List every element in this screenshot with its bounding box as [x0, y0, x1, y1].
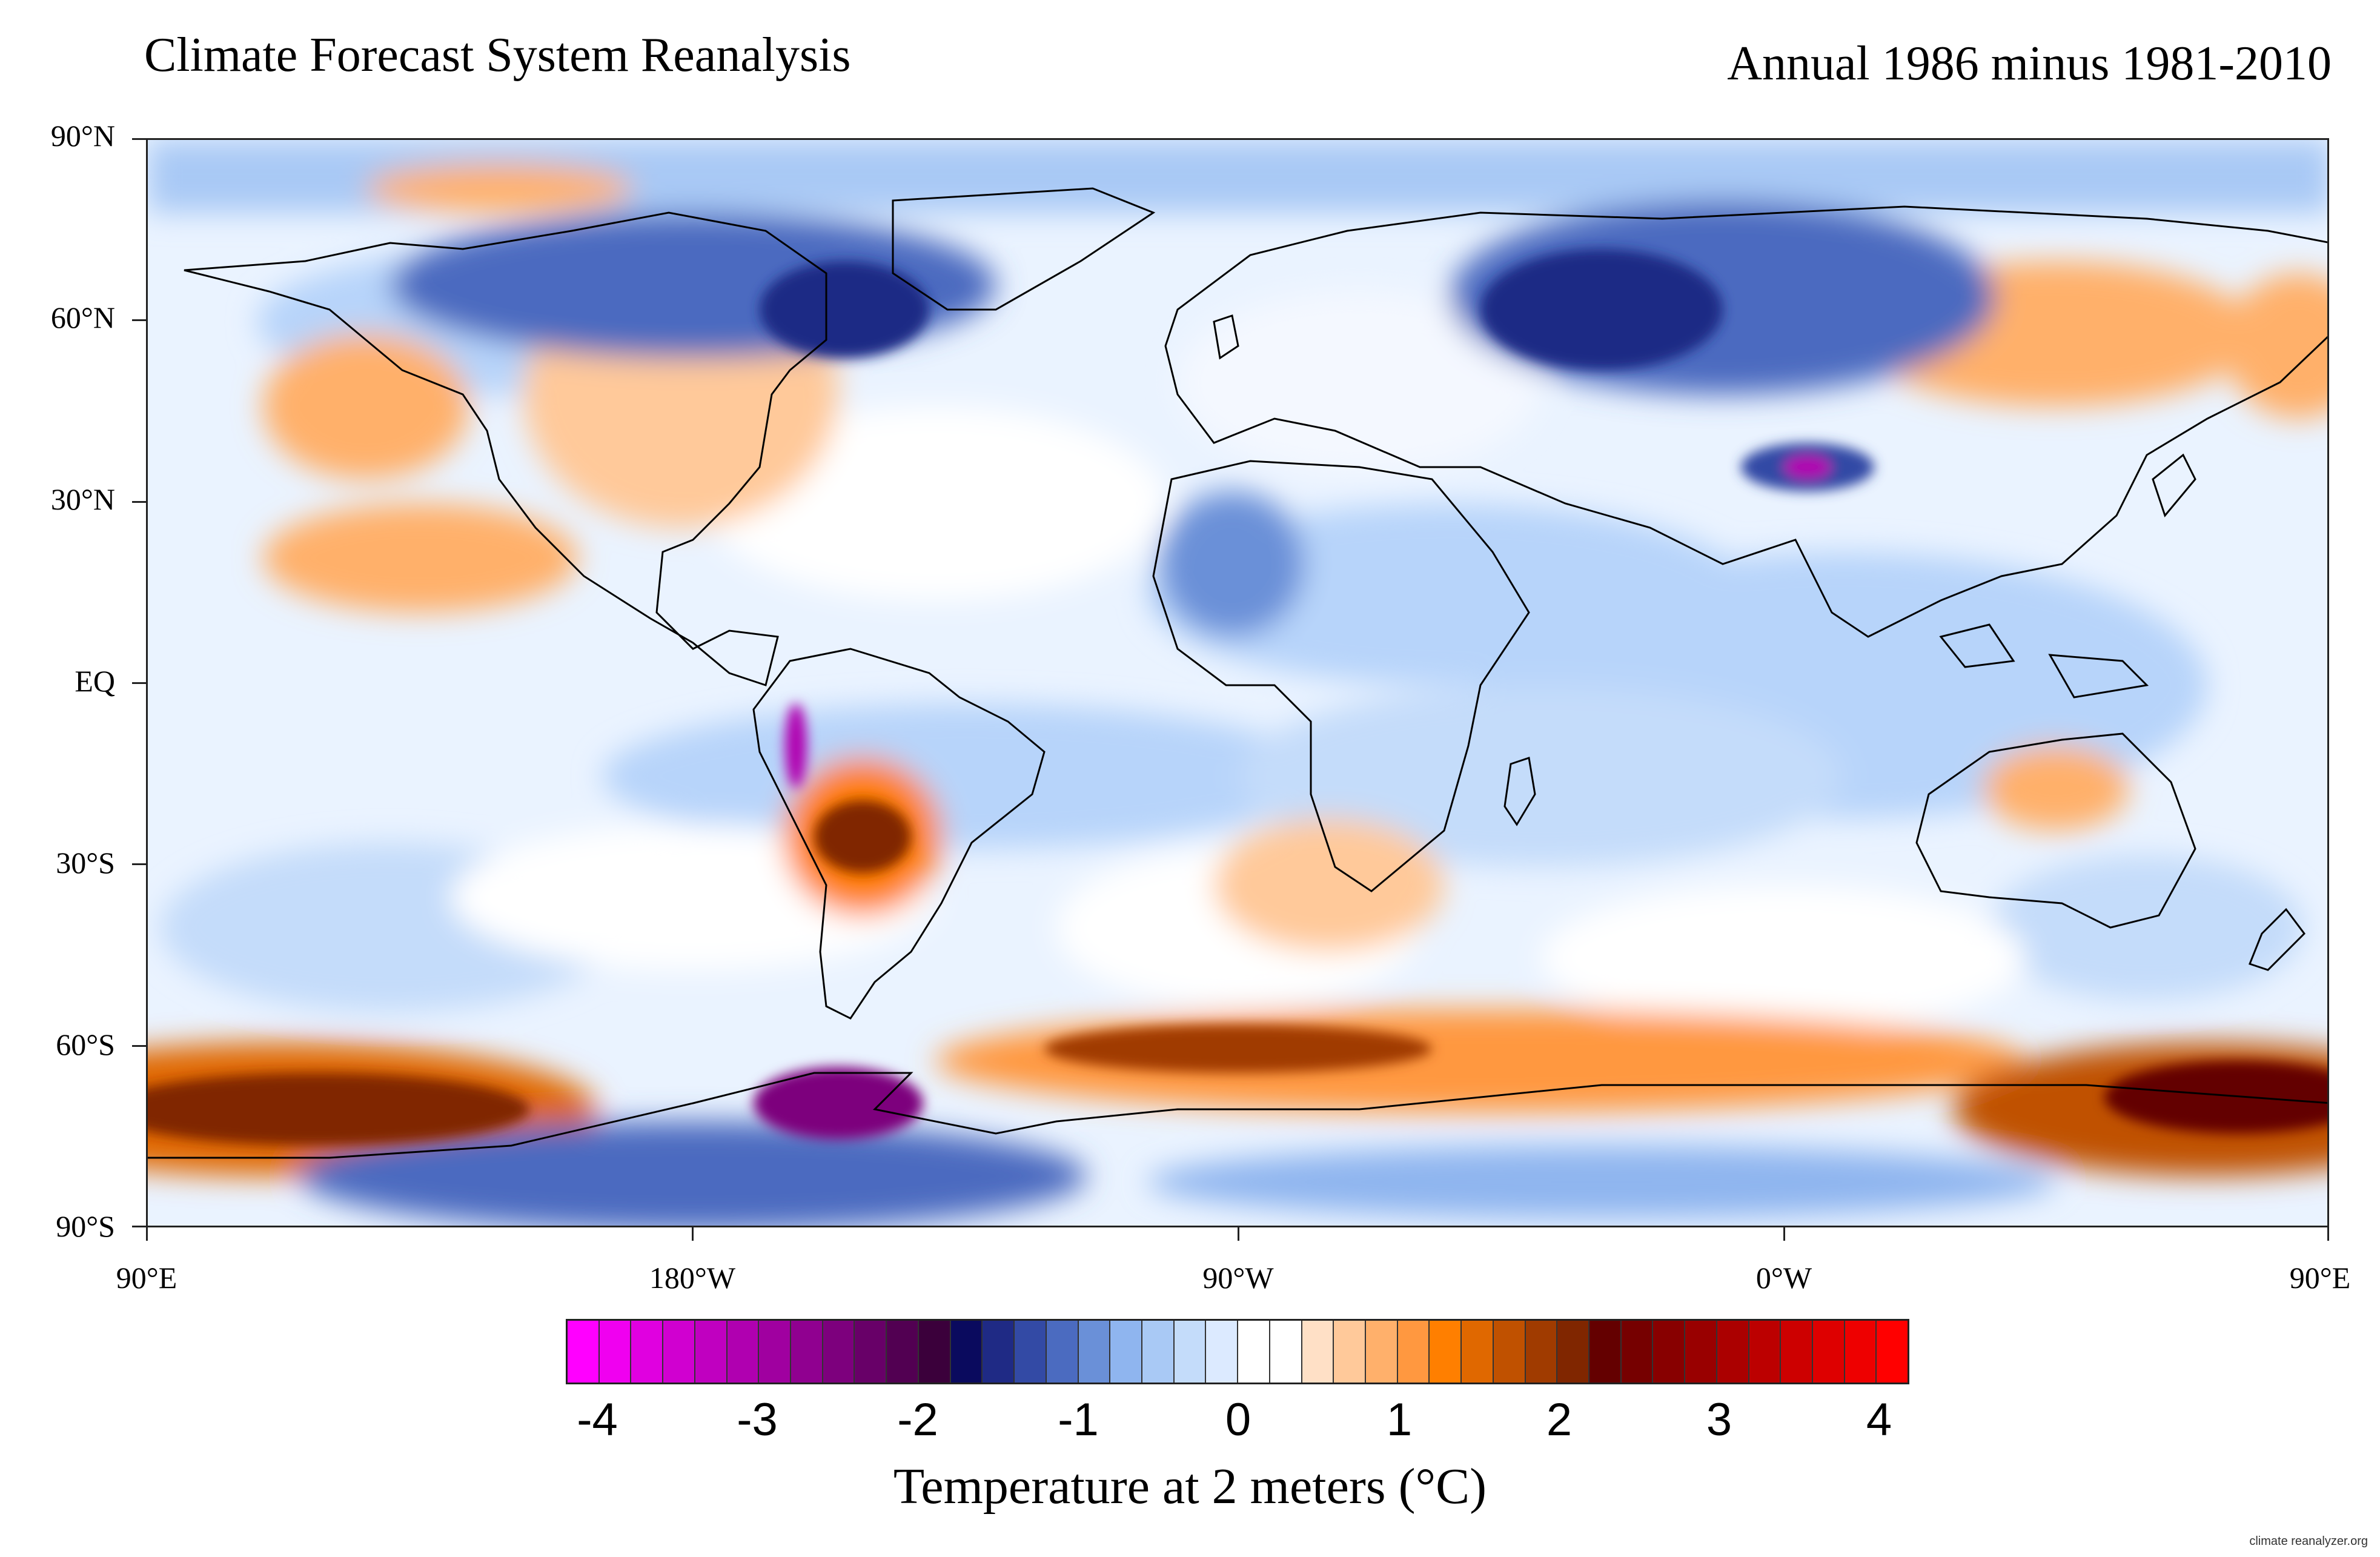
colorbar-tick-label: 3: [1706, 1394, 1732, 1446]
colorbar-swatch: [1397, 1321, 1430, 1383]
colorbar-swatch: [695, 1321, 728, 1383]
colorbar-swatch: [887, 1321, 919, 1383]
lat-tick: [132, 682, 146, 684]
colorbar-swatch: [983, 1321, 1015, 1383]
lon-tick: [1783, 1227, 1785, 1241]
colorbar-title: Temperature at 2 meters (°C): [893, 1458, 1487, 1515]
colorbar-swatch: [1781, 1321, 1814, 1383]
lon-tick: [1238, 1227, 1239, 1241]
colorbar-swatch: [823, 1321, 855, 1383]
colorbar-swatch: [950, 1321, 983, 1383]
lat-tick: [132, 501, 146, 503]
colorbar-swatch: [1365, 1321, 1398, 1383]
colorbar-tick-label: -2: [897, 1394, 938, 1446]
colorbar-tick-label: 0: [1225, 1394, 1251, 1446]
colorbar-swatch: [855, 1321, 887, 1383]
colorbar-swatch: [1749, 1321, 1782, 1383]
colorbar-swatch: [1302, 1321, 1334, 1383]
map-graphic: [148, 140, 2327, 1226]
lat-label-90s: 90°S: [56, 1209, 115, 1243]
lon-label-90w: 90°W: [1202, 1261, 1274, 1295]
colorbar-swatch: [1174, 1321, 1207, 1383]
lat-tick: [132, 138, 146, 140]
colorbar-swatch: [1813, 1321, 1845, 1383]
colorbar-swatch: [1589, 1321, 1622, 1383]
colorbar-swatch: [1015, 1321, 1047, 1383]
colorbar-swatch: [599, 1321, 632, 1383]
colorbar-swatch: [759, 1321, 792, 1383]
colorbar-swatch: [1462, 1321, 1494, 1383]
anomaly-map: [146, 138, 2329, 1227]
colorbar-swatch: [1046, 1321, 1079, 1383]
colorbar-swatch: [727, 1321, 760, 1383]
colorbar-swatch: [1717, 1321, 1749, 1383]
lat-label-90n: 90°N: [50, 119, 115, 153]
colorbar-swatch: [568, 1321, 600, 1383]
lat-label-30s: 30°S: [56, 846, 115, 880]
colorbar-tick-label: -1: [1058, 1394, 1099, 1446]
colorbar-swatch: [1334, 1321, 1366, 1383]
lon-label-90e-left: 90°E: [116, 1261, 177, 1295]
colorbar-swatch: [663, 1321, 695, 1383]
credit: climate reanalyzer.org: [2249, 1535, 2368, 1548]
colorbar-swatch: [631, 1321, 664, 1383]
anomaly-field: [148, 140, 2327, 1226]
colorbar-swatch: [1685, 1321, 1717, 1383]
colorbar-tick-label: 1: [1386, 1394, 1413, 1446]
colorbar-swatch: [1078, 1321, 1111, 1383]
colorbar-swatch: [1877, 1321, 1908, 1383]
lat-label-30n: 30°N: [50, 482, 115, 516]
colorbar-swatch: [1525, 1321, 1558, 1383]
colorbar-swatch: [1621, 1321, 1654, 1383]
lon-label-90e-right: 90°E: [2289, 1261, 2351, 1295]
colorbar-swatch: [1206, 1321, 1239, 1383]
lon-tick: [692, 1227, 694, 1241]
colorbar-tick-label: -3: [737, 1394, 778, 1446]
colorbar-swatch: [1110, 1321, 1142, 1383]
colorbar-tick-label: 4: [1866, 1394, 1892, 1446]
colorbar: [566, 1319, 1909, 1384]
chart-title: Climate Forecast System Reanalysis: [144, 28, 851, 82]
anomaly-cores: [148, 249, 2327, 1146]
lon-label-180w: 180°W: [649, 1261, 736, 1295]
lat-label-eq: EQ: [75, 664, 115, 698]
colorbar-swatch: [1270, 1321, 1302, 1383]
lat-tick: [132, 319, 146, 321]
lat-tick: [132, 863, 146, 865]
colorbar-swatch: [1845, 1321, 1877, 1383]
colorbar-swatch: [791, 1321, 823, 1383]
colorbar-swatch: [918, 1321, 951, 1383]
colorbar-swatch: [1142, 1321, 1175, 1383]
colorbar-tick-label: 2: [1546, 1394, 1573, 1446]
colorbar-swatch: [1493, 1321, 1526, 1383]
lat-tick: [132, 1045, 146, 1047]
colorbar-swatch: [1557, 1321, 1589, 1383]
colorbar-swatch: [1430, 1321, 1462, 1383]
coastlines: [148, 187, 2327, 1159]
lat-label-60s: 60°S: [56, 1027, 115, 1061]
lon-tick: [146, 1227, 148, 1241]
lon-tick: [2327, 1227, 2329, 1241]
lon-label-0w: 0°W: [1755, 1261, 1812, 1295]
lat-label-60n: 60°N: [50, 300, 115, 334]
colorbar-swatch: [1238, 1321, 1270, 1383]
colorbar-tick-label: -4: [577, 1394, 618, 1446]
chart-subtitle: Annual 1986 minus 1981-2010: [1727, 37, 2332, 90]
colorbar-swatch: [1653, 1321, 1686, 1383]
lat-tick: [132, 1226, 146, 1227]
